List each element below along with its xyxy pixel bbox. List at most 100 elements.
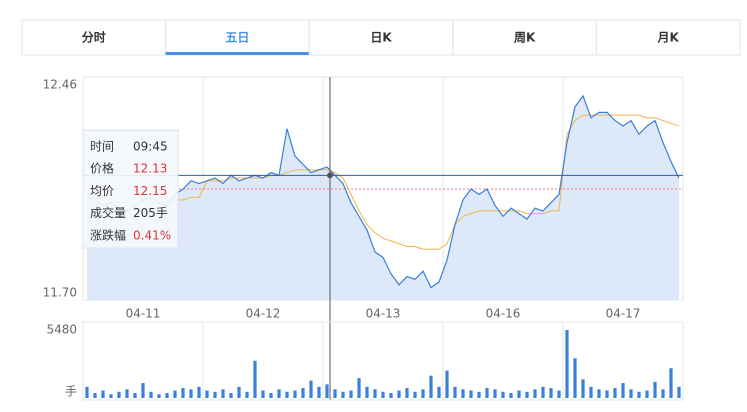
volume-bar [149,391,153,398]
volume-bar [261,390,265,398]
volume-bar [389,393,393,398]
tooltip-value: 12.13 [133,162,167,176]
volume-bar [213,391,217,398]
volume-bar [557,390,561,398]
x-tick-label: 04-13 [366,307,401,321]
volume-bar [421,389,425,398]
tab[interactable] [165,19,310,56]
tab-label[interactable]: 月K [657,31,680,45]
y-tick-label: 12.46 [43,78,77,92]
tooltip-label: 时间 [90,140,114,154]
volume-bar [429,375,433,398]
volume-bar [237,386,241,398]
tooltip-label: 涨跌幅 [90,227,126,242]
volume-bar [661,389,665,398]
volume-bar [309,380,313,398]
x-tick-label: 04-17 [606,307,641,321]
volume-bar [357,378,361,398]
volume-bar [677,386,681,398]
tab[interactable] [595,19,741,56]
tab[interactable] [308,19,454,56]
price-area [87,95,679,301]
volume-bar [581,379,585,398]
volume-bar [589,386,593,398]
volume-bar [613,388,617,398]
volume-bar [397,390,401,398]
volume-bar [381,391,385,398]
volume-bar [285,391,289,398]
volume-bar [293,390,297,398]
volume-bar [141,383,145,398]
volume-bar [197,386,201,398]
tooltip-value: 0.41% [133,228,171,242]
volume-bar [269,393,273,398]
volume-bar [365,386,369,398]
volume-bar [509,393,513,398]
volume-bar [629,389,633,398]
volume-bar [517,390,521,398]
volume-bar [125,389,129,398]
volume-bar [133,393,137,398]
volume-bar [461,389,465,398]
volume-bar [325,384,329,398]
volume-bar [493,389,497,398]
volume-bar [165,393,169,398]
tab-underline [165,52,310,55]
volume-bar [157,394,161,398]
tooltip-value: 12.15 [133,184,167,198]
volume-bar [445,370,449,398]
volume-bar [637,391,641,398]
tab-label[interactable]: 分时 [82,30,106,45]
x-tick-label: 04-12 [246,307,281,321]
volume-bar [181,388,185,398]
volume-bar [453,386,457,398]
series-line [86,94,680,289]
volume-bar [501,391,505,398]
volume-bar [469,390,473,398]
volume-frame [82,321,684,401]
y-tick-label: 5480 [46,323,77,337]
volume-bar [109,394,113,398]
series-line [87,114,680,250]
volume-bar [597,389,601,398]
volume-bar [189,389,193,398]
volume-bar [413,391,417,398]
tooltip [82,129,179,249]
volume-bar [117,391,121,398]
volume-bar [221,389,225,398]
volume-bar [485,388,489,398]
volume-bar [541,386,545,398]
volume-bar [373,389,377,398]
x-tick-label: 04-16 [486,307,521,321]
tooltip-value: 09:45 [133,140,168,154]
volume-bar [277,389,281,398]
volume-bar [653,381,657,398]
tooltip-label: 价格 [90,161,114,176]
volume-bar [341,391,345,398]
volume-bar [477,391,481,398]
volume-bar [437,386,441,398]
volume-bar [549,388,553,398]
volume-bar [349,390,353,398]
tab-label[interactable]: 周K [514,31,536,45]
volume-bar [645,390,649,398]
volume-bar [525,391,529,398]
volume-bar [229,393,233,398]
tab-label[interactable]: 五日 [225,31,249,45]
tab-label[interactable]: 日K [370,31,392,45]
volume-bar [533,389,537,398]
volume-bar [565,330,569,398]
volume-bar [605,390,609,398]
crosshair-dot [327,172,333,179]
volume-bar [621,383,625,398]
volume-bar [173,390,177,398]
volume-bar [333,389,337,398]
x-tick-label: 04-11 [126,307,161,321]
volume-bar [405,388,409,398]
volume-bar [205,390,209,398]
volume-bar [85,386,89,398]
tab[interactable] [21,19,167,56]
volume-bar [93,393,97,398]
volume-bar [669,368,673,398]
